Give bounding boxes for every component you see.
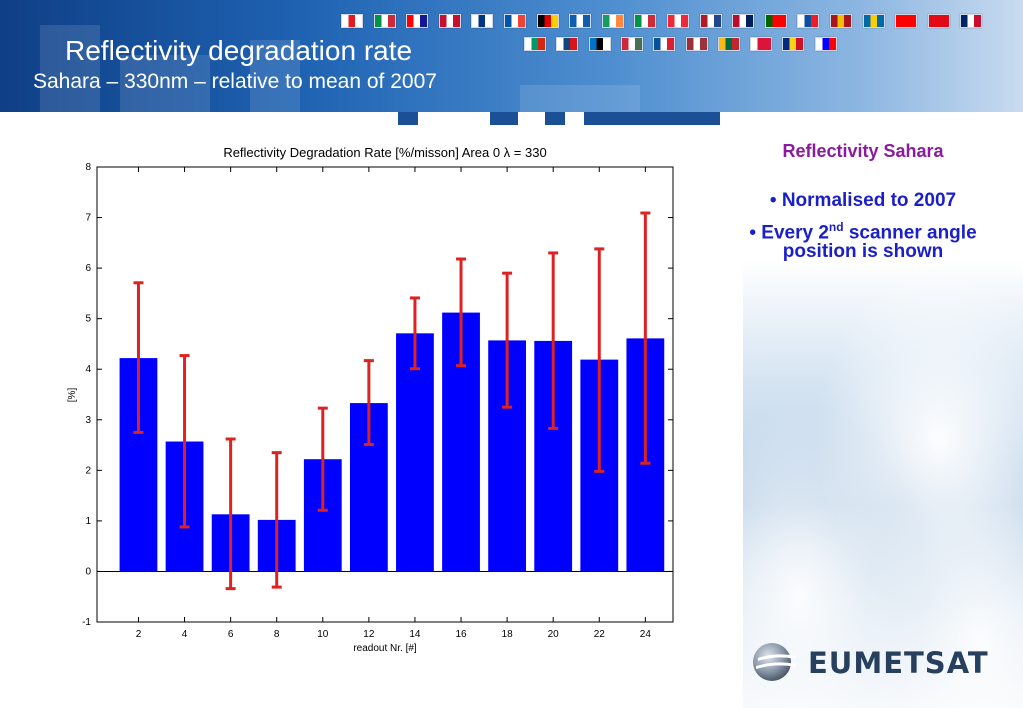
x-tick-label: 20 xyxy=(548,629,560,640)
y-tick-label: 8 xyxy=(85,162,91,173)
flag-6-icon xyxy=(504,14,526,28)
bullet-normalised: • Normalised to 2007 xyxy=(769,190,957,211)
flag-20-icon xyxy=(960,14,983,28)
flag-17-icon xyxy=(862,14,885,28)
flag-10-icon xyxy=(634,14,657,28)
y-tick-label: 3 xyxy=(85,415,91,426)
slide-subtitle: Sahara – 330nm – relative to mean of 200… xyxy=(33,70,437,93)
flag-11-icon xyxy=(667,14,689,28)
flag-15-icon xyxy=(797,14,820,28)
y-tick-label: 6 xyxy=(85,263,91,274)
flag-14-icon xyxy=(764,14,787,28)
flag-13-icon xyxy=(732,14,755,28)
banner-building-shape xyxy=(40,25,100,125)
y-tick-label: 5 xyxy=(85,314,91,325)
flag-2-icon xyxy=(373,14,396,28)
x-tick-label: 6 xyxy=(228,629,234,640)
x-tick-label: 2 xyxy=(136,629,142,640)
logo-text: EUMETSAT xyxy=(808,646,989,680)
banner-building-shape xyxy=(250,40,300,125)
flag-1-icon xyxy=(341,14,363,28)
bullet-every-second: • Every 2nd scanner angle xyxy=(728,215,998,245)
flag-28-icon xyxy=(750,37,773,51)
y-tick-label: 7 xyxy=(85,213,91,224)
slide-title: Reflectivity degradation rate xyxy=(65,35,413,66)
header-notch xyxy=(584,112,720,125)
flag-29-icon xyxy=(782,37,805,51)
flag-23-icon xyxy=(588,37,611,51)
eumetsat-globe-icon xyxy=(753,643,796,681)
flag-9-icon xyxy=(601,14,624,28)
chart-title: Reflectivity Degradation Rate [%/misson]… xyxy=(223,145,546,160)
flag-30-icon xyxy=(814,37,837,51)
y-tick-label: 2 xyxy=(85,465,91,476)
x-tick-label: 24 xyxy=(640,629,652,640)
x-tick-label: 10 xyxy=(317,629,329,640)
flag-21-icon xyxy=(524,37,546,51)
x-tick-label: 12 xyxy=(363,629,375,640)
flag-26-icon xyxy=(685,37,708,51)
flag-5-icon xyxy=(471,14,494,28)
flag-7-icon xyxy=(536,14,559,28)
header-notch xyxy=(398,112,418,125)
bar xyxy=(396,333,434,572)
x-tick-label: 18 xyxy=(502,629,514,640)
header-notch xyxy=(490,112,518,125)
side-heading: Reflectivity Sahara xyxy=(782,141,944,161)
flag-18-icon xyxy=(895,14,918,28)
bullet-every-second-line2: position is shown xyxy=(782,241,944,262)
flag-24-icon xyxy=(620,37,643,51)
flag-8-icon xyxy=(569,14,592,28)
eumetsat-logo: EUMETSAT xyxy=(752,640,997,685)
y-tick-label: 4 xyxy=(85,364,91,375)
flag-16-icon xyxy=(830,14,852,28)
y-tick-label: 0 xyxy=(85,566,91,577)
sky-background xyxy=(743,260,1023,708)
x-axis-label: readout Nr. [#] xyxy=(353,643,417,654)
y-tick-label: -1 xyxy=(82,617,91,628)
y-axis-label: [%] xyxy=(67,388,78,403)
flag-25-icon xyxy=(653,37,676,51)
x-tick-label: 16 xyxy=(455,629,467,640)
header-notch xyxy=(545,112,565,125)
x-tick-label: 22 xyxy=(594,629,606,640)
flag-22-icon xyxy=(556,37,579,51)
flag-12-icon xyxy=(699,14,722,28)
x-tick-label: 8 xyxy=(274,629,280,640)
x-tick-label: 4 xyxy=(182,629,188,640)
bullet-text: • Every 2 xyxy=(749,222,829,244)
flag-19-icon xyxy=(927,14,950,28)
flag-3-icon xyxy=(406,14,429,28)
flag-4-icon xyxy=(438,14,461,28)
flag-27-icon xyxy=(717,37,740,51)
bullet-text: scanner angle xyxy=(843,222,977,244)
y-tick-label: 1 xyxy=(85,516,91,527)
bullet-superscript: nd xyxy=(828,220,844,234)
x-tick-label: 14 xyxy=(409,629,421,640)
